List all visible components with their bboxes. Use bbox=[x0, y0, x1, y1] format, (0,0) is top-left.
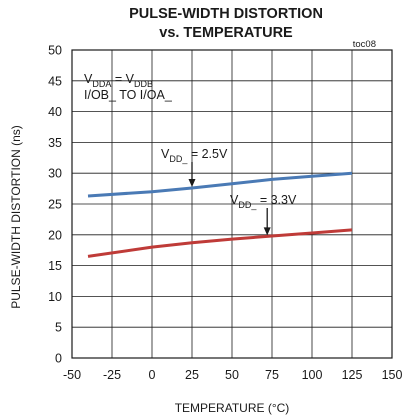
x-tick-labels: -50 -25 0 25 50 75 100 125 150 bbox=[63, 368, 402, 382]
annotation-arrows bbox=[188, 162, 271, 236]
series-label-2v5: VDD_ = 2.5V bbox=[161, 147, 228, 164]
y-tick-label: 45 bbox=[48, 74, 62, 88]
x-tick-label: -25 bbox=[103, 368, 121, 382]
y-tick-label: 25 bbox=[48, 198, 62, 212]
series-line-0 bbox=[87, 171, 353, 198]
chart-title-line1: PULSE-WIDTH DISTORTION bbox=[129, 6, 323, 22]
y-axis-label: PULSE-WIDTH DISTORTION (ns) bbox=[9, 125, 23, 309]
x-tick-label: 150 bbox=[382, 368, 402, 382]
x-tick-label: 100 bbox=[302, 368, 323, 382]
y-tick-label: 10 bbox=[48, 290, 62, 304]
plot-frame bbox=[71, 49, 393, 359]
x-tick-label: 50 bbox=[225, 368, 239, 382]
series-line-1 bbox=[87, 228, 353, 258]
x-tick-label: 125 bbox=[342, 368, 363, 382]
x-tick-label: -50 bbox=[63, 368, 81, 382]
grid bbox=[71, 49, 393, 359]
series-group bbox=[87, 171, 353, 258]
y-tick-label: 15 bbox=[48, 259, 62, 273]
arrow-head-1 bbox=[263, 227, 271, 236]
x-tick-label: 25 bbox=[185, 368, 199, 382]
condition-line2: I/OB_ TO I/OA_ bbox=[84, 88, 173, 102]
x-tick-label: 75 bbox=[265, 368, 279, 382]
y-tick-label: 40 bbox=[48, 105, 62, 119]
y-tick-label: 0 bbox=[55, 352, 62, 366]
y-tick-label: 30 bbox=[48, 167, 62, 181]
chart-title-line2: vs. TEMPERATURE bbox=[159, 25, 293, 41]
y-tick-label: 50 bbox=[48, 44, 62, 58]
arrow-head-0 bbox=[188, 178, 196, 187]
series-label-3v3: VDD_ = 3.3V bbox=[230, 193, 297, 210]
condition-line1: VDDA = VDDB bbox=[84, 72, 153, 89]
y-tick-labels: 0 5 10 15 20 25 30 35 40 45 50 bbox=[48, 44, 62, 366]
x-tick-label: 0 bbox=[149, 368, 156, 382]
x-axis-label: TEMPERATURE (°C) bbox=[175, 401, 290, 415]
chart-tag: toc08 bbox=[353, 39, 376, 50]
y-tick-label: 5 bbox=[55, 321, 62, 335]
y-tick-label: 35 bbox=[48, 136, 62, 150]
y-tick-label: 20 bbox=[48, 228, 62, 242]
